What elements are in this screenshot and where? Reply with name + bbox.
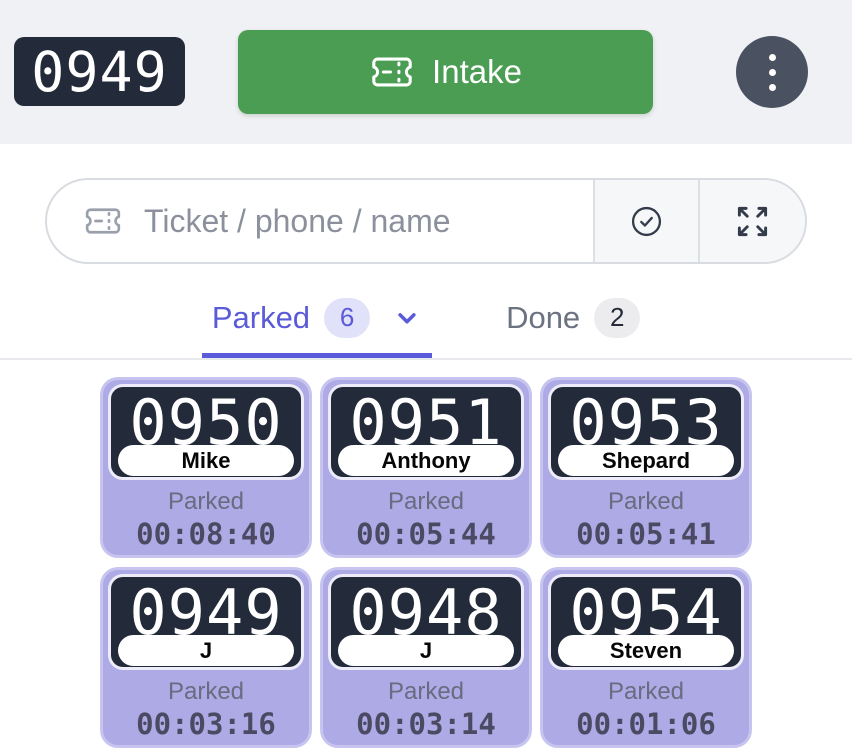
parked-count-badge: 6: [324, 297, 371, 338]
vehicle-card[interactable]: 0951 Anthony Parked 00:05:44: [320, 377, 532, 558]
tab-parked-label: Parked: [211, 299, 311, 335]
done-count-badge: 2: [594, 297, 641, 338]
status-label: Parked: [167, 488, 245, 515]
customer-name: J: [118, 635, 294, 666]
status-label: Parked: [387, 678, 465, 705]
vehicle-card[interactable]: 0954 Steven Parked 00:01:06: [540, 567, 752, 748]
customer-name: Mike: [118, 445, 294, 476]
current-ticket-badge: 0949: [14, 37, 185, 106]
fullscreen-button[interactable]: [698, 180, 805, 262]
status-label: Parked: [167, 678, 245, 705]
tab-parked[interactable]: Parked 6: [201, 288, 433, 358]
status-label: Parked: [607, 678, 685, 705]
search-bar: [45, 178, 807, 264]
kebab-menu-icon: [768, 53, 776, 91]
vehicle-card[interactable]: 0953 Shepard Parked 00:05:41: [540, 377, 752, 558]
search-field-area: [47, 180, 593, 262]
ticket-plate: 0950 Mike: [108, 384, 304, 480]
intake-button-label: Intake: [432, 53, 522, 90]
expand-icon: [735, 204, 770, 239]
ticket-plate: 0953 Shepard: [548, 384, 744, 480]
top-bar: 0949 Intake: [0, 0, 852, 144]
tab-done-label: Done: [506, 299, 581, 335]
menu-button[interactable]: [736, 36, 808, 108]
vehicle-card[interactable]: 0950 Mike Parked 00:08:40: [100, 377, 312, 558]
card-grid: 0950 Mike Parked 00:08:40 0951 Anthony P…: [100, 377, 752, 748]
customer-name: Shepard: [558, 445, 734, 476]
status-label: Parked: [607, 488, 685, 515]
parked-timer: 00:03:16: [136, 707, 276, 741]
customer-name: Steven: [558, 635, 734, 666]
ticket-plate: 0954 Steven: [548, 574, 744, 670]
ticket-icon: [83, 201, 123, 241]
parked-timer: 00:01:06: [576, 707, 716, 741]
ticket-icon: [369, 49, 415, 95]
ticket-plate: 0949 J: [108, 574, 304, 670]
ticket-plate: 0951 Anthony: [328, 384, 524, 480]
chevron-down-icon[interactable]: [392, 303, 422, 333]
search-input[interactable]: [142, 201, 593, 241]
vehicle-card[interactable]: 0948 J Parked 00:03:14: [320, 567, 532, 748]
status-label: Parked: [387, 488, 465, 515]
customer-name: J: [338, 635, 514, 666]
parked-timer: 00:05:44: [356, 517, 496, 551]
confirm-search-button[interactable]: [593, 180, 698, 262]
check-circle-icon: [628, 203, 665, 240]
parked-timer: 00:08:40: [136, 517, 276, 551]
status-tabs: Parked 6 Done 2: [0, 288, 852, 360]
vehicle-card[interactable]: 0949 J Parked 00:03:16: [100, 567, 312, 748]
tab-done[interactable]: Done 2: [496, 288, 650, 358]
ticket-plate: 0948 J: [328, 574, 524, 670]
parked-timer: 00:05:41: [576, 517, 716, 551]
parked-timer: 00:03:14: [356, 707, 496, 741]
intake-button[interactable]: Intake: [238, 30, 653, 114]
customer-name: Anthony: [338, 445, 514, 476]
